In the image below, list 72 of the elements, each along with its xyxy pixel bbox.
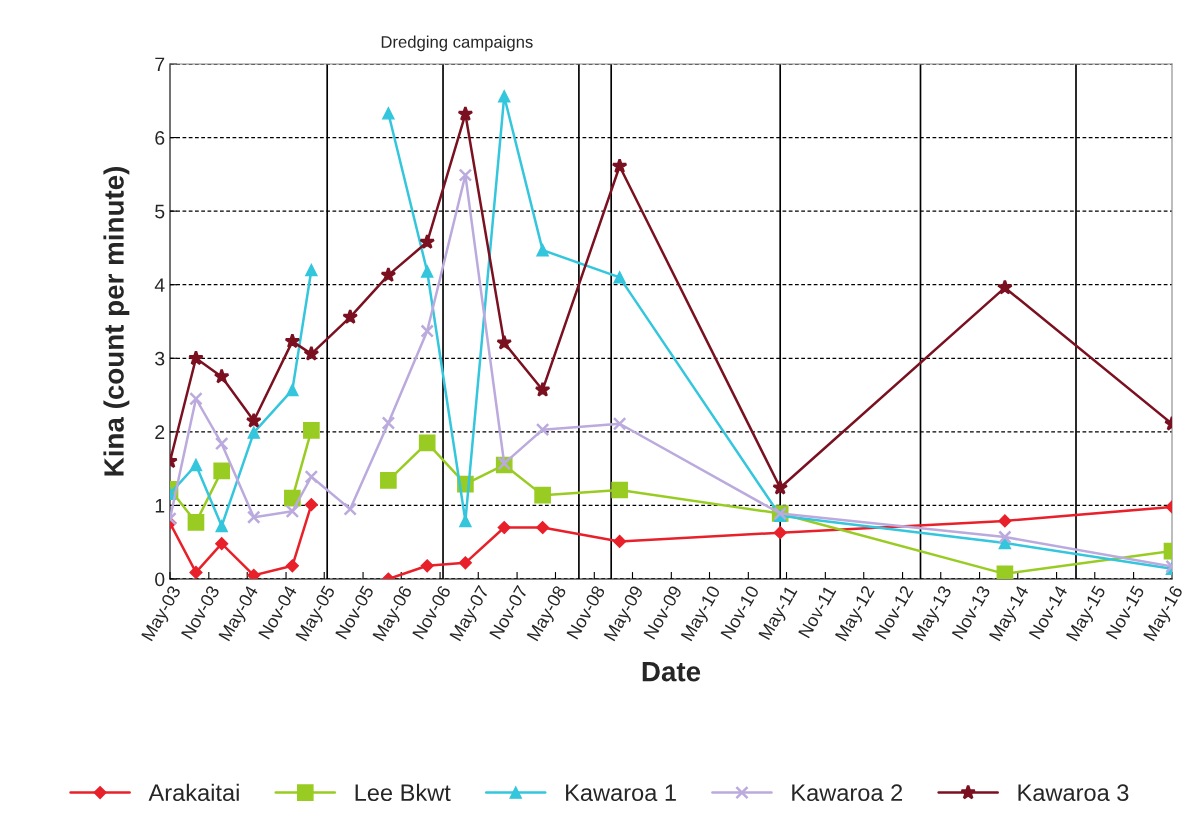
- point: [418, 434, 436, 452]
- point: [419, 233, 436, 249]
- point: [342, 308, 359, 324]
- point: [420, 559, 434, 573]
- legend-label: Lee Bkwt: [355, 783, 451, 802]
- point: [246, 510, 261, 525]
- point: [247, 426, 261, 439]
- point: [612, 416, 627, 431]
- y-tick-label: 3: [155, 351, 165, 366]
- point: [343, 502, 357, 516]
- x-axis-title: Date: [642, 662, 701, 682]
- point: [213, 368, 230, 384]
- point: [497, 90, 511, 103]
- y-axis-title: Kina (count per minute): [103, 167, 130, 476]
- point: [285, 504, 300, 519]
- point: [215, 519, 228, 533]
- point: [213, 462, 231, 480]
- point: [611, 158, 628, 174]
- point: [534, 486, 551, 504]
- point: [613, 271, 626, 284]
- point: [536, 520, 550, 535]
- point: [998, 514, 1012, 528]
- point: [285, 559, 299, 573]
- point: [998, 530, 1012, 544]
- point: [214, 436, 229, 451]
- point: [457, 105, 474, 121]
- y-tick-label: 2: [155, 425, 165, 439]
- point: [303, 345, 320, 361]
- legend-label: Arakaitai: [148, 783, 239, 802]
- legend-label: Kawaroa 1: [566, 784, 676, 802]
- point: [534, 381, 551, 397]
- point: [245, 412, 262, 428]
- point: [305, 263, 318, 277]
- y-tick-label: 0: [155, 572, 165, 587]
- point: [381, 416, 396, 430]
- legend-label: Kawaroa 3: [1018, 784, 1129, 802]
- point: [247, 568, 261, 579]
- point: [458, 556, 472, 570]
- point: [997, 279, 1013, 295]
- point: [497, 520, 511, 535]
- point: [188, 350, 204, 366]
- point: [380, 472, 397, 489]
- point: [613, 534, 627, 549]
- y-tick-label: 7: [155, 57, 165, 72]
- y-tick-label: 1: [155, 499, 165, 513]
- y-tick-label: 4: [154, 278, 165, 292]
- y-tick-label: 5: [155, 204, 165, 219]
- point: [304, 469, 319, 484]
- point: [772, 479, 789, 495]
- point: [286, 383, 299, 397]
- point: [284, 333, 301, 349]
- point: [535, 422, 550, 437]
- point: [303, 422, 320, 439]
- point: [420, 265, 434, 278]
- point: [773, 526, 787, 540]
- point: [304, 498, 318, 512]
- point: [536, 243, 549, 257]
- y-tick-label: 6: [155, 131, 165, 145]
- point: [189, 565, 203, 579]
- point: [611, 481, 628, 499]
- point: [996, 565, 1014, 579]
- point: [382, 107, 395, 120]
- point: [215, 537, 229, 551]
- point: [187, 514, 205, 531]
- point: [380, 266, 397, 283]
- point: [420, 324, 434, 338]
- legend-label: Kawaroa 2: [792, 784, 903, 802]
- text: Dredging campaigns: [381, 35, 533, 52]
- point: [458, 168, 473, 182]
- point: [496, 334, 513, 350]
- point: [189, 458, 203, 472]
- point: [189, 391, 203, 406]
